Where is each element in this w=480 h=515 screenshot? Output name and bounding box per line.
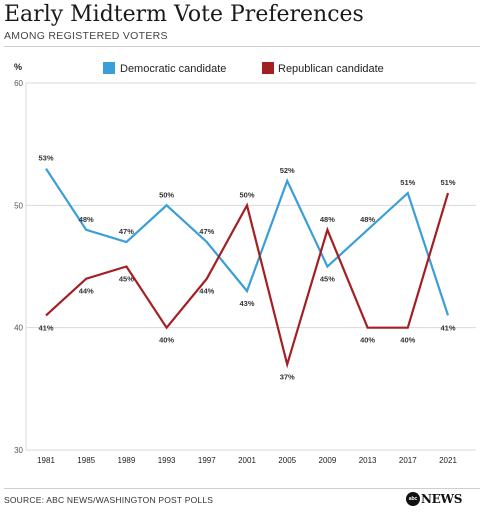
abc-news-logo: abc NEWS [406, 491, 462, 507]
legend-label-republican: Republican candidate [278, 63, 384, 75]
x-tick-label-2021: 2021 [439, 456, 457, 465]
x-axis-ticks: 1981 1985 1989 1993 1997 2001 2005 2009 2013 2017… [37, 456, 457, 465]
x-tick-label-1997: 1997 [198, 456, 216, 465]
x-tick-label-2009: 2009 [319, 456, 337, 465]
y-tick-label-60: 60 [14, 79, 23, 88]
series-lines [45, 167, 450, 369]
data-label-republican-2009: 48% [320, 215, 335, 224]
chart-subtitle: AMONG REGISTERED VOTERS [4, 30, 168, 42]
data-label-democratic-1993: 50% [159, 190, 174, 199]
data-label-democratic-2009: 45% [320, 275, 335, 284]
data-label-republican-2005: 37% [280, 372, 295, 381]
data-label-democratic-1989: 47% [119, 227, 134, 236]
x-tick-label-2017: 2017 [399, 456, 417, 465]
legend: Democratic candidate Republican candidat… [103, 62, 384, 75]
chart-title: Early Midterm Vote Preferences [4, 2, 364, 27]
legend-label-democratic: Democratic candidate [120, 63, 226, 75]
x-tick-label-1989: 1989 [118, 456, 136, 465]
abc-logo-text: NEWS [421, 492, 463, 506]
data-label-republican-2001: 50% [239, 190, 254, 199]
legend-swatch-republican [262, 62, 274, 74]
series-line-democratic [45, 167, 450, 316]
data-label-democratic-2005: 52% [280, 166, 295, 175]
data-labels: 53% 48% 47% 50% 47% 43% 52% 45% 48% 51% 41% 41% 44% 4… [38, 154, 455, 382]
data-label-republican-1985: 44% [79, 287, 94, 296]
x-tick-label-1985: 1985 [77, 456, 95, 465]
data-label-democratic-2017: 51% [400, 178, 415, 187]
y-tick-label-30: 30 [14, 446, 23, 455]
y-axis-unit-label: % [14, 62, 22, 72]
y-axis-label-group: % [14, 62, 22, 72]
footer-divider [4, 488, 480, 489]
abc-logo-mark: abc [406, 492, 420, 506]
data-label-republican-1993: 40% [159, 336, 174, 345]
data-label-democratic-2001: 43% [239, 299, 254, 308]
grid: 30 40 50 60 [14, 79, 476, 455]
x-tick-label-2013: 2013 [359, 456, 377, 465]
data-label-republican-2021: 51% [440, 178, 455, 187]
data-label-democratic-1981: 53% [38, 154, 53, 163]
x-tick-label-2001: 2001 [238, 456, 256, 465]
header-divider [4, 46, 480, 47]
data-label-republican-2017: 40% [400, 336, 415, 345]
source-note: SOURCE: ABC NEWS/WASHINGTON POST POLLS [4, 495, 214, 505]
series-line-republican [45, 192, 450, 369]
x-tick-label-1981: 1981 [37, 456, 55, 465]
legend-swatch-democratic [103, 62, 115, 74]
data-label-republican-1981: 41% [38, 323, 53, 332]
data-label-republican-1989: 45% [119, 275, 134, 284]
y-tick-label-50: 50 [14, 201, 23, 210]
y-tick-label-40: 40 [14, 324, 23, 333]
x-tick-label-2005: 2005 [278, 456, 296, 465]
x-tick-label-1993: 1993 [158, 456, 176, 465]
data-label-republican-2013: 40% [360, 336, 375, 345]
data-label-republican-1997: 44% [199, 287, 214, 296]
data-label-democratic-2021: 41% [440, 323, 455, 332]
data-label-democratic-1997: 47% [199, 227, 214, 236]
data-label-democratic-2013: 48% [360, 215, 375, 224]
data-label-democratic-1985: 48% [79, 215, 94, 224]
line-chart: % 30 40 50 60 Democratic candidate Republic… [14, 62, 476, 465]
